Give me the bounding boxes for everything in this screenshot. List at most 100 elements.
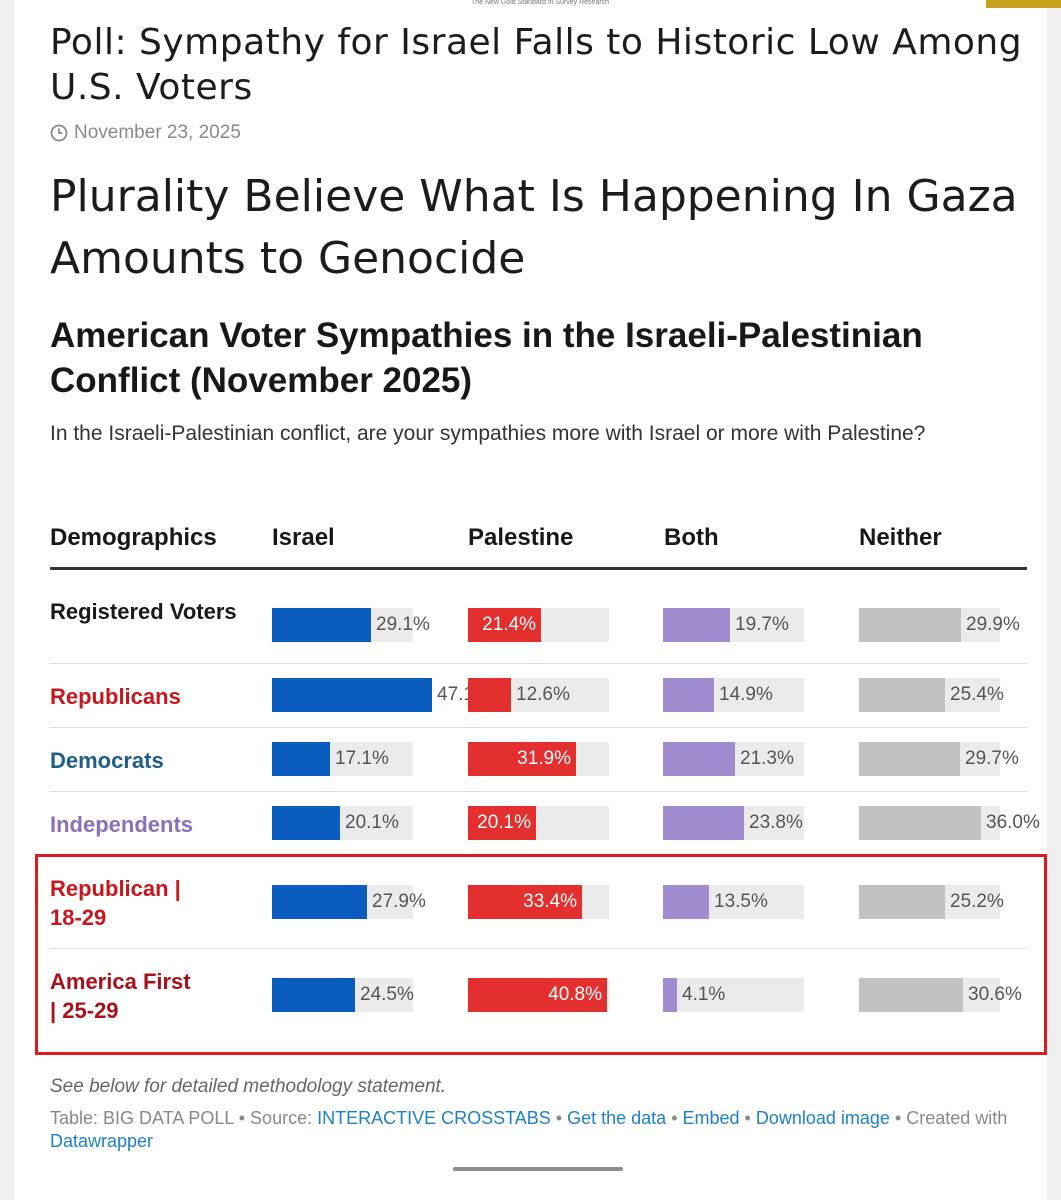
chart-description: In the Israeli-Palestinian conflict, are… — [50, 422, 926, 445]
neither-bar-track: 25.4% — [859, 678, 1004, 712]
israel-value-label: 27.9% — [372, 891, 426, 912]
embed-link[interactable]: Embed — [682, 1108, 740, 1128]
neither-value-label: 29.9% — [966, 614, 1020, 635]
neither-bar — [859, 978, 963, 1012]
top-banner-text: The New Gold Standard in Survey Research — [470, 0, 610, 6]
palestine-bar — [468, 678, 511, 712]
chart-footer: Table: BIG DATA POLL • Source: INTERACTI… — [50, 1107, 1030, 1153]
both-value-label: 14.9% — [719, 684, 773, 705]
both-bar-track: 23.8% — [663, 806, 804, 840]
interactive-crosstabs-link[interactable]: INTERACTIVE CROSSTABS — [317, 1108, 551, 1128]
both-value-label: 19.7% — [735, 614, 789, 635]
israel-bar — [272, 885, 367, 919]
methodology-note: See below for detailed methodology state… — [50, 1076, 447, 1097]
column-header-israel[interactable]: Israel — [272, 524, 335, 551]
row-label: America First | 25-29 — [50, 969, 191, 1023]
palestine-value-label: 33.4% — [523, 891, 577, 912]
horizontal-scrollbar[interactable] — [453, 1167, 623, 1171]
both-bar-track: 19.7% — [663, 608, 804, 642]
palestine-bar-track: 12.6% — [468, 678, 609, 712]
both-bar-track: 13.5% — [663, 885, 804, 919]
israel-bar-track: 29.1% — [272, 608, 430, 642]
neither-bar — [859, 885, 945, 919]
row-divider — [50, 791, 1027, 792]
neither-bar — [859, 608, 961, 642]
israel-value-label: 17.1% — [335, 748, 389, 769]
palestine-value-label: 40.8% — [548, 984, 602, 1005]
neither-bar — [859, 806, 981, 840]
palestine-value-label: 21.4% — [482, 614, 536, 635]
israel-bar — [272, 806, 340, 840]
israel-value-label: 29.1% — [376, 614, 430, 635]
column-header-palestine[interactable]: Palestine — [468, 524, 574, 551]
highlight-annotation-box — [35, 854, 1047, 1055]
israel-bar-track: 20.1% — [272, 806, 413, 840]
row-label: Registered Voters — [50, 599, 237, 624]
israel-bar — [272, 608, 371, 642]
neither-bar-track: 29.9% — [859, 608, 1020, 642]
article-headline: Poll: Sympathy for Israel Falls to Histo… — [50, 22, 1023, 108]
left-page-margin — [0, 0, 14, 1200]
palestine-bar — [468, 742, 576, 776]
neither-bar-track: 29.7% — [859, 742, 1019, 776]
palestine-value-label: 31.9% — [517, 748, 571, 769]
both-bar — [663, 678, 714, 712]
row-divider — [50, 663, 1027, 664]
footer-separator: • — [666, 1108, 683, 1128]
right-page-margin — [1047, 0, 1061, 1200]
palestine-bar — [468, 885, 582, 919]
palestine-bar — [468, 806, 536, 840]
both-bar — [663, 608, 730, 642]
neither-value-label: 29.7% — [965, 748, 1019, 769]
palestine-value-label: 12.6% — [516, 684, 570, 705]
row-label: Democrats — [50, 748, 164, 773]
palestine-bar-track: 20.1% — [468, 806, 609, 840]
get-data-link[interactable]: Get the data — [567, 1108, 667, 1128]
both-bar — [663, 978, 677, 1012]
palestine-bar-track: 31.9% — [468, 742, 609, 776]
palestine-value-label: 20.1% — [477, 812, 531, 833]
column-header-demographics[interactable]: Demographics — [50, 524, 217, 551]
palestine-bar-track: 33.4% — [468, 885, 609, 919]
header-divider — [50, 567, 1027, 570]
israel-value-label: 20.1% — [345, 812, 399, 833]
article-date: November 23, 2025 — [50, 122, 241, 144]
row-label: Republican | 18-29 — [50, 876, 181, 930]
neither-bar-track: 30.6% — [859, 978, 1022, 1012]
palestine-bar-track: 21.4% — [468, 608, 609, 642]
footer-separator: • — [550, 1108, 568, 1128]
both-bar — [663, 742, 735, 776]
both-value-label: 13.5% — [714, 891, 768, 912]
both-value-label: 4.1% — [682, 984, 726, 1005]
neither-bar-track: 36.0% — [859, 806, 1040, 840]
palestine-bar — [468, 978, 607, 1012]
both-bar-track: 4.1% — [663, 978, 804, 1012]
nav-accent-button[interactable] — [986, 0, 1061, 8]
israel-bar-track: 24.5% — [272, 978, 414, 1012]
both-value-label: 21.3% — [740, 748, 794, 769]
both-bar-track: 14.9% — [663, 678, 804, 712]
israel-bar-track: 47.1% — [272, 678, 491, 712]
article-subheadline: Plurality Believe What Is Happening In G… — [50, 171, 1018, 284]
date-text: November 23, 2025 — [74, 122, 241, 143]
row-label: Independents — [50, 812, 194, 837]
both-bar-track: 21.3% — [663, 742, 804, 776]
row-label: Republicans — [50, 684, 181, 709]
israel-bar — [272, 978, 355, 1012]
neither-value-label: 25.2% — [950, 891, 1004, 912]
both-bar — [663, 806, 744, 840]
neither-bar — [859, 742, 960, 776]
column-header-neither[interactable]: Neither — [859, 524, 942, 551]
israel-bar-track: 17.1% — [272, 742, 413, 776]
datawrapper-link[interactable]: Datawrapper — [50, 1131, 154, 1151]
israel-bar — [272, 678, 432, 712]
neither-value-label: 36.0% — [986, 812, 1040, 833]
footer-created-with: • Created with — [889, 1108, 1008, 1128]
neither-bar — [859, 678, 945, 712]
download-image-link[interactable]: Download image — [755, 1108, 890, 1128]
column-header-both[interactable]: Both — [664, 524, 719, 551]
row-divider — [50, 948, 1027, 949]
palestine-bar-track: 40.8% — [468, 978, 609, 1012]
neither-bar-track: 25.2% — [859, 885, 1004, 919]
israel-bar — [272, 742, 330, 776]
